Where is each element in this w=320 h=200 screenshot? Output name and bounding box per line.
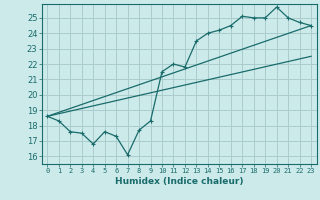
X-axis label: Humidex (Indice chaleur): Humidex (Indice chaleur) [115,177,244,186]
